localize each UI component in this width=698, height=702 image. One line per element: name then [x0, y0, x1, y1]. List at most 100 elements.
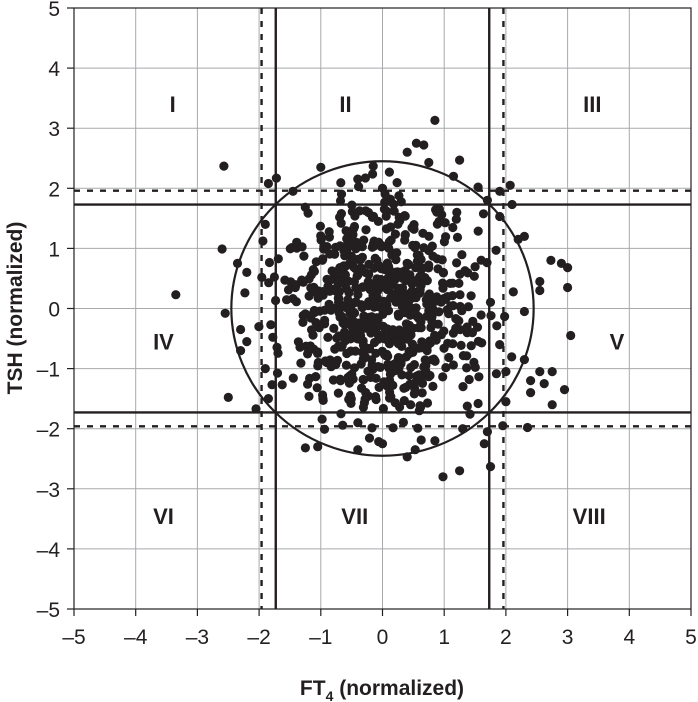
data-point — [452, 207, 462, 217]
data-point — [360, 394, 370, 404]
data-point — [398, 292, 409, 303]
data-point — [374, 437, 384, 447]
data-point — [473, 398, 483, 409]
data-point — [351, 237, 361, 247]
data-point — [473, 182, 483, 192]
data-point — [441, 363, 451, 373]
data-point — [430, 436, 440, 446]
data-point — [389, 199, 399, 209]
data-point — [271, 173, 281, 183]
x-tick-label: –5 — [62, 626, 85, 649]
data-point — [407, 286, 417, 296]
data-point — [369, 297, 379, 307]
data-point — [217, 244, 227, 254]
data-point — [303, 208, 313, 218]
data-point — [535, 285, 545, 296]
data-point — [452, 258, 462, 268]
data-point — [351, 297, 361, 307]
data-point — [495, 186, 505, 196]
data-point — [219, 161, 229, 171]
y-tick-label: 2 — [48, 178, 60, 201]
data-point — [417, 388, 427, 398]
data-point — [326, 362, 336, 372]
data-point — [438, 372, 448, 382]
data-point — [352, 334, 363, 344]
data-point — [386, 392, 396, 402]
data-point — [430, 330, 440, 340]
data-point — [269, 272, 279, 282]
data-point — [418, 228, 428, 238]
data-point — [519, 231, 530, 241]
data-point — [263, 178, 273, 189]
data-point — [332, 284, 342, 294]
data-point — [313, 347, 323, 357]
data-point — [500, 311, 510, 322]
data-point — [393, 219, 403, 229]
data-point — [340, 270, 350, 280]
data-point — [454, 278, 464, 288]
data-point — [349, 317, 359, 327]
data-point — [390, 360, 400, 371]
x-axis-title: FT4 (normalized) — [300, 677, 464, 702]
data-point — [305, 341, 315, 351]
data-point — [291, 297, 301, 307]
data-point — [364, 433, 375, 443]
data-point — [264, 257, 275, 268]
data-point — [311, 318, 321, 328]
data-point — [411, 138, 421, 148]
data-point — [474, 372, 484, 382]
data-point — [316, 231, 326, 241]
data-point — [390, 229, 400, 239]
reference-circle — [230, 160, 535, 457]
data-point — [358, 402, 368, 412]
data-point — [428, 381, 438, 391]
data-point — [368, 161, 378, 171]
x-tick-label: 4 — [623, 626, 635, 649]
y-tick-label: –2 — [37, 419, 60, 442]
data-point — [389, 329, 399, 339]
data-point — [454, 316, 464, 326]
data-point — [374, 382, 384, 392]
data-point — [414, 370, 424, 380]
data-point — [438, 283, 448, 293]
data-point — [404, 349, 414, 359]
data-point — [315, 221, 325, 231]
data-point — [282, 295, 292, 305]
y-tick-label: 0 — [48, 299, 60, 322]
data-point — [349, 262, 359, 272]
y-tick-label: –5 — [37, 599, 60, 622]
data-point — [264, 278, 274, 288]
data-point — [304, 391, 314, 401]
data-point — [336, 178, 346, 188]
data-point — [418, 263, 428, 273]
data-point — [323, 332, 333, 342]
data-point — [417, 378, 428, 388]
region-label-vi: VI — [153, 504, 174, 529]
data-point — [370, 253, 380, 263]
data-point — [334, 277, 344, 287]
data-point — [366, 328, 376, 338]
data-point — [311, 257, 321, 267]
data-point — [311, 372, 321, 382]
data-point — [349, 363, 360, 373]
data-point — [437, 255, 447, 265]
y-tick-label: 1 — [48, 238, 60, 261]
data-point — [271, 295, 281, 306]
data-point — [448, 222, 458, 233]
data-point — [424, 157, 434, 168]
data-point — [373, 362, 383, 372]
x-tick-label: –3 — [186, 626, 209, 649]
x-tick-label: –1 — [309, 626, 332, 649]
region-label-i: I — [170, 92, 176, 117]
y-tick-label: 4 — [48, 58, 60, 81]
data-point — [427, 241, 437, 251]
y-tick-label: 3 — [48, 118, 60, 141]
data-point — [384, 167, 394, 177]
data-point — [388, 271, 398, 281]
data-point — [464, 374, 474, 385]
data-point — [306, 270, 316, 280]
data-point — [379, 204, 389, 214]
data-point — [444, 352, 454, 363]
data-point — [401, 319, 411, 329]
data-point — [445, 278, 455, 288]
